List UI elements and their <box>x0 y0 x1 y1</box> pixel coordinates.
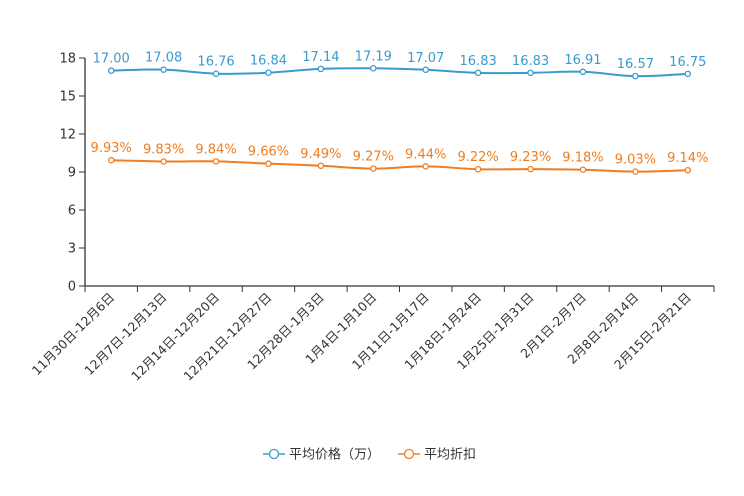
data-point[interactable] <box>107 67 115 74</box>
data-point[interactable] <box>474 165 482 173</box>
data-point[interactable] <box>212 158 220 165</box>
data-point[interactable] <box>212 70 220 77</box>
data-label: 9.83% <box>143 142 184 157</box>
data-point[interactable] <box>160 66 167 73</box>
data-label: 9.66% <box>248 145 289 160</box>
data-label: 9.27% <box>353 150 394 165</box>
legend-item-0[interactable]: 平均价格（万） <box>263 447 380 463</box>
data-label: 17.19 <box>355 49 392 64</box>
y-tick-label: 15 <box>59 90 76 105</box>
data-point[interactable] <box>579 68 587 76</box>
x-tick-label: 12月21日-12月27日 <box>180 290 274 384</box>
data-point[interactable] <box>632 72 639 80</box>
y-tick-label: 3 <box>68 242 76 257</box>
x-tick-label: 12月14日-12月20日 <box>128 290 222 384</box>
data-point[interactable] <box>317 162 325 170</box>
data-label: 16.76 <box>197 55 234 70</box>
legend-item-1[interactable]: 平均折扣 <box>398 448 476 463</box>
data-point[interactable] <box>107 156 115 164</box>
y-tick-label: 18 <box>59 52 76 67</box>
data-point[interactable] <box>684 166 692 174</box>
data-label: 9.44% <box>405 147 446 162</box>
data-label: 17.07 <box>407 51 444 66</box>
data-point[interactable] <box>317 65 325 73</box>
y-tick-label: 0 <box>68 280 76 295</box>
data-label: 9.84% <box>195 142 236 157</box>
legend-marker <box>268 448 280 460</box>
data-label: 9.49% <box>300 147 341 162</box>
data-label: 9.03% <box>615 153 656 168</box>
data-point[interactable] <box>579 166 587 173</box>
legend-label: 平均价格（万） <box>289 447 380 463</box>
data-point[interactable] <box>684 70 692 78</box>
y-tick-label: 6 <box>68 204 76 219</box>
data-label: 16.91 <box>564 53 601 68</box>
legend-marker <box>403 448 415 460</box>
data-label: 17.08 <box>145 51 182 66</box>
data-label: 16.75 <box>669 55 706 70</box>
data-label: 9.93% <box>91 141 132 156</box>
data-point[interactable] <box>527 69 534 77</box>
legend: 平均价格（万） 平均折扣 <box>263 447 476 463</box>
data-point[interactable] <box>370 165 377 172</box>
series-layer <box>107 65 692 175</box>
axes: 036912151811月30日-12月6日12月7日-12月13日12月14日… <box>29 52 715 384</box>
data-labels: 17.00 17.08 16.76 16.84 17.14 17.19 17.07 16.83… <box>91 49 709 167</box>
data-label: 16.83 <box>460 54 497 69</box>
legend-label: 平均折扣 <box>424 448 476 463</box>
data-point[interactable] <box>422 66 429 74</box>
data-label: 16.84 <box>250 54 287 69</box>
data-point[interactable] <box>422 163 429 170</box>
series-line-1 <box>111 159 688 173</box>
data-point[interactable] <box>265 160 272 167</box>
data-label: 16.83 <box>512 54 549 69</box>
series-line-0 <box>111 67 688 78</box>
data-point[interactable] <box>160 158 167 165</box>
y-tick-label: 9 <box>68 166 76 181</box>
data-point[interactable] <box>474 69 482 77</box>
y-tick-label: 12 <box>59 128 76 143</box>
data-label: 17.00 <box>93 52 130 67</box>
data-point[interactable] <box>265 69 272 76</box>
data-label: 17.14 <box>302 50 339 65</box>
data-label: 16.57 <box>617 57 654 72</box>
data-label: 9.23% <box>510 150 551 165</box>
data-label: 9.18% <box>562 151 603 166</box>
data-label: 9.14% <box>667 151 708 166</box>
data-point[interactable] <box>632 168 639 175</box>
data-label: 9.22% <box>457 150 498 165</box>
data-point[interactable] <box>370 65 377 72</box>
data-point[interactable] <box>527 165 534 173</box>
